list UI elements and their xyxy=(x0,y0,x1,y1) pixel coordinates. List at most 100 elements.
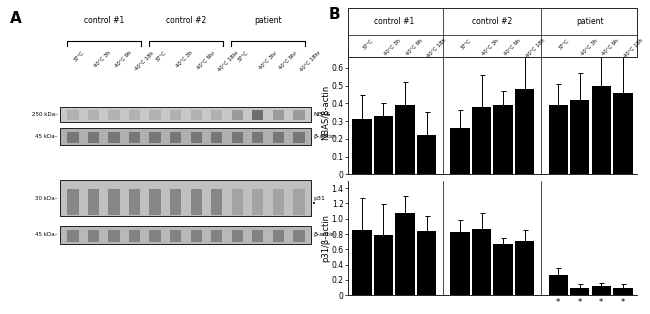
FancyBboxPatch shape xyxy=(60,180,311,216)
Text: 40°C 18h: 40°C 18h xyxy=(623,38,644,59)
FancyBboxPatch shape xyxy=(109,230,120,242)
Text: 40°C 18h: 40°C 18h xyxy=(426,38,448,59)
Bar xyxy=(472,230,491,295)
Text: 37°C: 37°C xyxy=(155,51,168,63)
FancyBboxPatch shape xyxy=(88,110,99,121)
FancyBboxPatch shape xyxy=(109,110,120,121)
Text: 45 kDa–: 45 kDa– xyxy=(36,232,58,237)
FancyBboxPatch shape xyxy=(252,110,263,121)
Text: 40°C 9hr: 40°C 9hr xyxy=(278,51,298,71)
Bar xyxy=(613,93,632,174)
FancyBboxPatch shape xyxy=(252,189,263,215)
FancyBboxPatch shape xyxy=(170,230,181,242)
Bar xyxy=(395,105,415,174)
Bar xyxy=(352,119,372,174)
Bar xyxy=(472,107,491,174)
Text: 250 kDa–: 250 kDa– xyxy=(32,112,58,117)
FancyBboxPatch shape xyxy=(231,189,243,215)
FancyBboxPatch shape xyxy=(150,110,161,121)
FancyBboxPatch shape xyxy=(109,132,120,143)
Text: 40°C 9hr: 40°C 9hr xyxy=(196,51,216,71)
Text: 37°C: 37°C xyxy=(362,38,374,51)
Bar xyxy=(549,105,568,174)
Y-axis label: NBAS/β-actin: NBAS/β-actin xyxy=(321,85,330,140)
Text: 40°C 3hr: 40°C 3hr xyxy=(258,51,278,71)
FancyBboxPatch shape xyxy=(273,132,284,143)
Text: patient: patient xyxy=(254,16,282,24)
Text: control #1: control #1 xyxy=(84,16,124,24)
Text: 40°C 3h: 40°C 3h xyxy=(176,51,194,69)
Text: 40°C 18hr: 40°C 18hr xyxy=(299,51,322,73)
FancyBboxPatch shape xyxy=(252,132,263,143)
Text: β-actin: β-actin xyxy=(314,232,335,237)
FancyBboxPatch shape xyxy=(60,107,311,122)
Y-axis label: p31/β-actin: p31/β-actin xyxy=(321,214,330,262)
Text: *: * xyxy=(621,298,625,307)
Bar xyxy=(374,235,393,295)
Text: 40°C 9h: 40°C 9h xyxy=(114,51,133,69)
FancyBboxPatch shape xyxy=(150,189,161,215)
FancyBboxPatch shape xyxy=(150,132,161,143)
Text: 37°C: 37°C xyxy=(558,38,571,51)
Bar xyxy=(592,86,611,174)
Text: *: * xyxy=(556,298,560,307)
Bar xyxy=(570,100,590,174)
Text: •: • xyxy=(312,201,317,207)
FancyBboxPatch shape xyxy=(68,110,79,121)
Text: 40°C 3h: 40°C 3h xyxy=(94,51,112,69)
FancyBboxPatch shape xyxy=(88,189,99,215)
Text: 45 kDa–: 45 kDa– xyxy=(36,134,58,139)
FancyBboxPatch shape xyxy=(88,132,99,143)
Text: 40°C 9h: 40°C 9h xyxy=(601,38,620,57)
Text: 37°C: 37°C xyxy=(237,51,250,63)
FancyBboxPatch shape xyxy=(231,110,243,121)
FancyBboxPatch shape xyxy=(109,189,120,215)
FancyBboxPatch shape xyxy=(190,230,202,242)
FancyBboxPatch shape xyxy=(190,110,202,121)
Bar xyxy=(613,288,632,295)
FancyBboxPatch shape xyxy=(190,132,202,143)
Text: control #2: control #2 xyxy=(473,17,512,26)
FancyBboxPatch shape xyxy=(170,132,181,143)
FancyBboxPatch shape xyxy=(129,132,140,143)
FancyBboxPatch shape xyxy=(211,110,222,121)
Text: 40°C 3h: 40°C 3h xyxy=(482,38,500,57)
Text: 40°C 9h: 40°C 9h xyxy=(503,38,522,57)
FancyBboxPatch shape xyxy=(60,128,311,145)
FancyBboxPatch shape xyxy=(211,132,222,143)
FancyBboxPatch shape xyxy=(170,189,181,215)
Text: 40°C 3h: 40°C 3h xyxy=(384,38,402,57)
Bar xyxy=(450,128,470,174)
FancyBboxPatch shape xyxy=(68,132,79,143)
FancyBboxPatch shape xyxy=(293,110,304,121)
Text: 40°C 3h: 40°C 3h xyxy=(580,38,598,57)
Text: β-actin: β-actin xyxy=(314,134,335,139)
FancyBboxPatch shape xyxy=(211,230,222,242)
FancyBboxPatch shape xyxy=(211,189,222,215)
FancyBboxPatch shape xyxy=(293,189,304,215)
FancyBboxPatch shape xyxy=(273,110,284,121)
FancyBboxPatch shape xyxy=(293,132,304,143)
Bar xyxy=(493,105,513,174)
FancyBboxPatch shape xyxy=(273,189,284,215)
Text: 40°C 18h: 40°C 18h xyxy=(135,51,155,72)
FancyBboxPatch shape xyxy=(190,189,202,215)
Text: B: B xyxy=(328,7,340,22)
Text: patient: patient xyxy=(577,17,604,26)
Text: NBAS: NBAS xyxy=(314,112,331,117)
Text: control #1: control #1 xyxy=(374,17,414,26)
Bar xyxy=(395,213,415,295)
FancyBboxPatch shape xyxy=(129,230,140,242)
FancyBboxPatch shape xyxy=(252,230,263,242)
Bar xyxy=(515,89,534,174)
Text: 40°C 9h: 40°C 9h xyxy=(405,38,424,57)
Text: 40°C 18h: 40°C 18h xyxy=(525,38,546,59)
Text: 40°C 18hr: 40°C 18hr xyxy=(216,51,239,73)
Text: 37°C: 37°C xyxy=(460,38,473,51)
FancyBboxPatch shape xyxy=(129,189,140,215)
Text: 37°C: 37°C xyxy=(73,51,86,63)
FancyBboxPatch shape xyxy=(273,230,284,242)
FancyBboxPatch shape xyxy=(293,230,304,242)
FancyBboxPatch shape xyxy=(88,230,99,242)
FancyBboxPatch shape xyxy=(129,110,140,121)
